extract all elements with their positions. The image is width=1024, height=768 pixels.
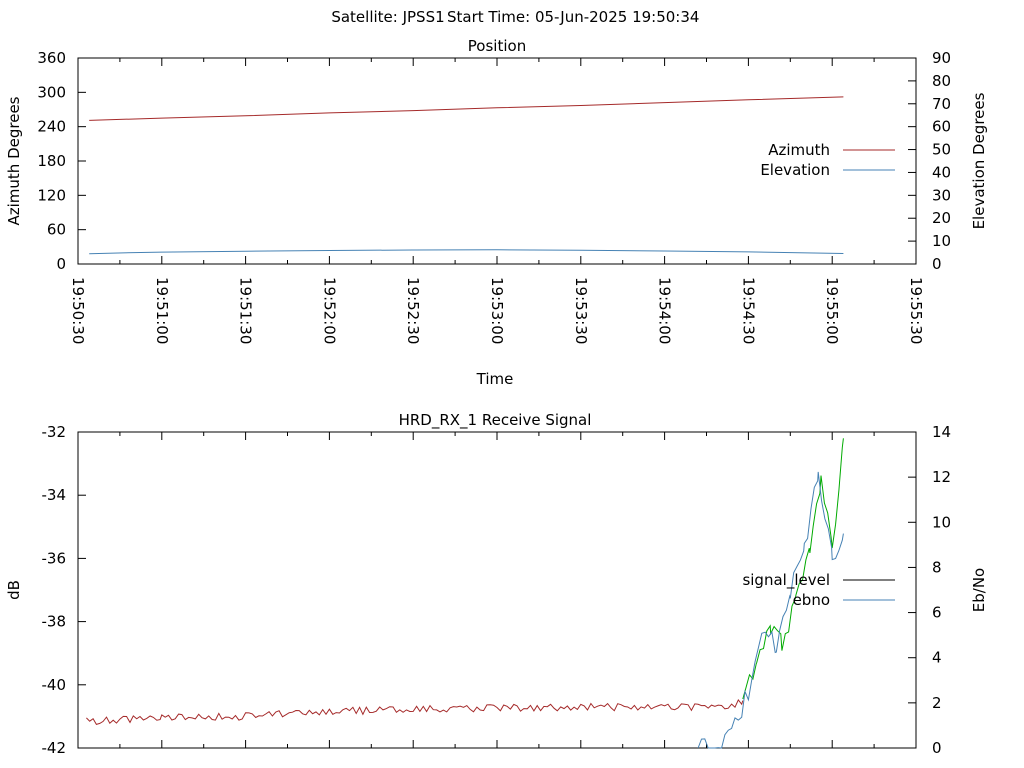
series-line-Elevation [89, 249, 844, 255]
x-tick-label: 19:54:30 [739, 277, 757, 344]
y2-tick-label: 0 [932, 739, 942, 757]
x-tick-label: 19:55:30 [907, 277, 925, 344]
y2-tick-label: 10 [932, 232, 951, 250]
x-tick-label: 19:51:30 [237, 277, 255, 344]
y2-tick-label: 2 [932, 694, 942, 712]
y-tick-label: 60 [47, 221, 66, 239]
y2-tick-label: 60 [932, 118, 951, 136]
y2-tick-label: 0 [932, 255, 942, 273]
position-x-ticks: 19:50:30 19:51:00 19:51:30 19:52:00 19:52:30… [69, 58, 925, 344]
position-y2-ticks: 0 10 20 30 40 50 60 70 80 90 [908, 49, 951, 273]
azimuth-axis-label: Azimuth Degrees [5, 96, 23, 225]
receive-signal-x-ticks [77, 432, 917, 748]
y2-tick-label: 14 [932, 423, 951, 441]
receive-signal-title: HRD_RX_1 Receive Signal [399, 411, 592, 430]
legend-label: Elevation [760, 161, 830, 179]
y2-tick-label: 50 [932, 141, 951, 159]
y2-tick-label: 6 [932, 604, 942, 622]
x-tick-label: 19:52:30 [404, 277, 422, 344]
y2-tick-label: 8 [932, 558, 942, 576]
y2-tick-label: 20 [932, 209, 951, 227]
y-tick-label: 120 [37, 186, 66, 204]
y-tick-label: -42 [42, 739, 67, 757]
position-chart: Position 19:50:30 19:51:00 19:51:30 19:52:0… [5, 37, 988, 388]
y2-tick-label: 80 [932, 72, 951, 90]
position-x-axis-label: Time [476, 370, 514, 388]
series-line-signal-level-high [742, 438, 844, 700]
y-tick-label: -40 [42, 676, 67, 694]
y2-tick-label: 12 [932, 468, 951, 486]
series-line-ebno [697, 471, 844, 749]
y-tick-label: 240 [37, 118, 66, 136]
receive-signal-y2-ticks: 0 2 4 6 8 10 12 14 [908, 423, 951, 757]
position-series [89, 96, 844, 255]
position-title: Position [468, 37, 526, 55]
y2-tick-label: 70 [932, 95, 951, 113]
satellite-label: Satellite: JPSS1 [331, 8, 444, 26]
y-tick-label: 300 [37, 83, 66, 101]
x-tick-label: 19:53:00 [488, 277, 506, 344]
db-axis-label: dB [5, 580, 23, 600]
y-tick-label: -32 [42, 423, 67, 441]
x-tick-label: 19:53:30 [572, 277, 590, 344]
x-tick-label: 19:52:00 [320, 277, 338, 344]
y-tick-label: -34 [42, 486, 67, 504]
x-tick-label: 19:51:00 [153, 277, 171, 344]
receive-signal-plot-area [77, 431, 917, 749]
legend-label: ebno [793, 591, 830, 609]
x-tick-label: 19:55:00 [823, 277, 841, 344]
start-time-label: Start Time: 05-Jun-2025 19:50:34 [447, 8, 699, 26]
y-tick-label: 180 [37, 152, 66, 170]
legend-label: Azimuth [768, 141, 830, 159]
series-line-Azimuth [89, 96, 844, 121]
position-legend: Azimuth Elevation [760, 141, 895, 179]
position-y-ticks: 0 60 120 180 240 300 360 [37, 49, 86, 273]
y-tick-label: 0 [56, 255, 66, 273]
y-tick-label: -38 [42, 613, 67, 631]
y2-tick-label: 10 [932, 513, 951, 531]
y2-tick-label: 4 [932, 649, 942, 667]
series-line-signal-level [86, 698, 744, 725]
receive-signal-series [86, 438, 844, 749]
x-tick-label: 19:54:00 [656, 277, 674, 344]
y-tick-label: 360 [37, 49, 66, 67]
elevation-axis-label: Elevation Degrees [970, 92, 988, 229]
receive-signal-chart: HRD_RX_1 Receive Signal -42-40-38-36-34-… [5, 411, 988, 757]
receive-signal-y-ticks: -42 -40 -38 -36 -34 -32 [42, 423, 86, 757]
x-tick-label: 19:50:30 [69, 277, 87, 344]
y-tick-label: -36 [42, 549, 67, 567]
y2-tick-label: 90 [932, 49, 951, 67]
legend-label: signal_level [742, 571, 830, 590]
ebno-axis-label: Eb/No [970, 568, 988, 612]
y2-tick-label: 30 [932, 186, 951, 204]
y2-tick-label: 40 [932, 163, 951, 181]
